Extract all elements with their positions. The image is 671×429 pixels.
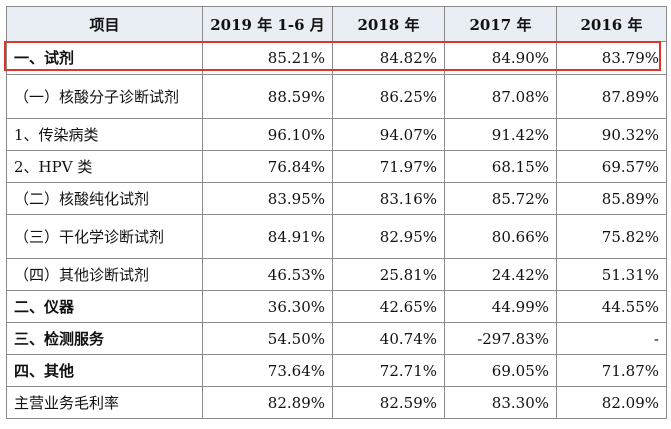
- cell-2019h1: 85.21%: [202, 41, 333, 75]
- cell-2016: 85.89%: [556, 182, 667, 215]
- cell-2018: 71.97%: [332, 150, 445, 183]
- header-2017: 2017 年: [444, 6, 557, 42]
- cell-2016: 44.55%: [556, 290, 667, 323]
- table-row: （四）其他诊断试剂 46.53% 25.81% 24.42% 51.31%: [6, 258, 667, 291]
- cell-2019h1: 83.95%: [202, 182, 333, 215]
- cell-2018: 72.71%: [332, 354, 445, 387]
- header-2019h1: 2019 年 1-6 月: [202, 6, 333, 42]
- cell-2018: 42.65%: [332, 290, 445, 323]
- row-label: （一）核酸分子诊断试剂: [6, 74, 203, 119]
- cell-2019h1: 36.30%: [202, 290, 333, 323]
- cell-2016: 69.57%: [556, 150, 667, 183]
- cell-2018: 40.74%: [332, 322, 445, 355]
- row-label: 三、检测服务: [6, 322, 203, 355]
- cell-2016: 87.89%: [556, 74, 667, 119]
- cell-2017: 84.90%: [444, 41, 557, 75]
- table-row: （一）核酸分子诊断试剂 88.59% 86.25% 87.08% 87.89%: [6, 74, 667, 119]
- cell-2018: 25.81%: [332, 258, 445, 291]
- cell-2017: 91.42%: [444, 118, 557, 151]
- cell-2018: 82.59%: [332, 386, 445, 419]
- cell-2017: -297.83%: [444, 322, 557, 355]
- cell-2019h1: 82.89%: [202, 386, 333, 419]
- row-label: 1、传染病类: [6, 118, 203, 151]
- cell-2016: 71.87%: [556, 354, 667, 387]
- cell-2019h1: 46.53%: [202, 258, 333, 291]
- cell-2019h1: 73.64%: [202, 354, 333, 387]
- cell-2017: 44.99%: [444, 290, 557, 323]
- header-row: 项目 2019 年 1-6 月 2018 年 2017 年 2016 年: [6, 6, 667, 42]
- table-row: 四、其他 73.64% 72.71% 69.05% 71.87%: [6, 354, 667, 387]
- table-row: 2、HPV 类 76.84% 71.97% 68.15% 69.57%: [6, 150, 667, 183]
- cell-2019h1: 54.50%: [202, 322, 333, 355]
- cell-2016: 82.09%: [556, 386, 667, 419]
- cell-2019h1: 88.59%: [202, 74, 333, 119]
- cell-2017: 83.30%: [444, 386, 557, 419]
- header-2018: 2018 年: [332, 6, 445, 42]
- table-row: （三）干化学诊断试剂 84.91% 82.95% 80.66% 75.82%: [6, 214, 667, 259]
- cell-2016: 90.32%: [556, 118, 667, 151]
- row-label: （四）其他诊断试剂: [6, 258, 203, 291]
- cell-2018: 86.25%: [332, 74, 445, 119]
- cell-2017: 85.72%: [444, 182, 557, 215]
- header-2016: 2016 年: [556, 6, 667, 42]
- row-label: 一、试剂: [6, 41, 203, 75]
- cell-2017: 68.15%: [444, 150, 557, 183]
- cell-2017: 87.08%: [444, 74, 557, 119]
- row-label: （三）干化学诊断试剂: [6, 214, 203, 259]
- gross-margin-table: 项目 2019 年 1-6 月 2018 年 2017 年 2016 年 一、试…: [6, 6, 667, 419]
- table-row: 二、仪器 36.30% 42.65% 44.99% 44.55%: [6, 290, 667, 323]
- cell-2017: 69.05%: [444, 354, 557, 387]
- cell-2016: -: [556, 322, 667, 355]
- cell-2018: 82.95%: [332, 214, 445, 259]
- cell-2019h1: 84.91%: [202, 214, 333, 259]
- cell-2016: 83.79%: [556, 41, 667, 75]
- cell-2017: 80.66%: [444, 214, 557, 259]
- cell-2018: 94.07%: [332, 118, 445, 151]
- cell-2016: 51.31%: [556, 258, 667, 291]
- row-label: 主营业务毛利率: [6, 386, 203, 419]
- table-row: 三、检测服务 54.50% 40.74% -297.83% -: [6, 322, 667, 355]
- cell-2017: 24.42%: [444, 258, 557, 291]
- table-row: 主营业务毛利率 82.89% 82.59% 83.30% 82.09%: [6, 386, 667, 419]
- cell-2019h1: 96.10%: [202, 118, 333, 151]
- table-row: （二）核酸纯化试剂 83.95% 83.16% 85.72% 85.89%: [6, 182, 667, 215]
- header-item: 项目: [6, 6, 203, 42]
- cell-2019h1: 76.84%: [202, 150, 333, 183]
- cell-2016: 75.82%: [556, 214, 667, 259]
- cell-2018: 84.82%: [332, 41, 445, 75]
- row-label: 二、仪器: [6, 290, 203, 323]
- row-label: （二）核酸纯化试剂: [6, 182, 203, 215]
- cell-2018: 83.16%: [332, 182, 445, 215]
- row-label: 四、其他: [6, 354, 203, 387]
- table-row: 1、传染病类 96.10% 94.07% 91.42% 90.32%: [6, 118, 667, 151]
- row-label: 2、HPV 类: [6, 150, 203, 183]
- table-row: 一、试剂 85.21% 84.82% 84.90% 83.79%: [6, 41, 667, 75]
